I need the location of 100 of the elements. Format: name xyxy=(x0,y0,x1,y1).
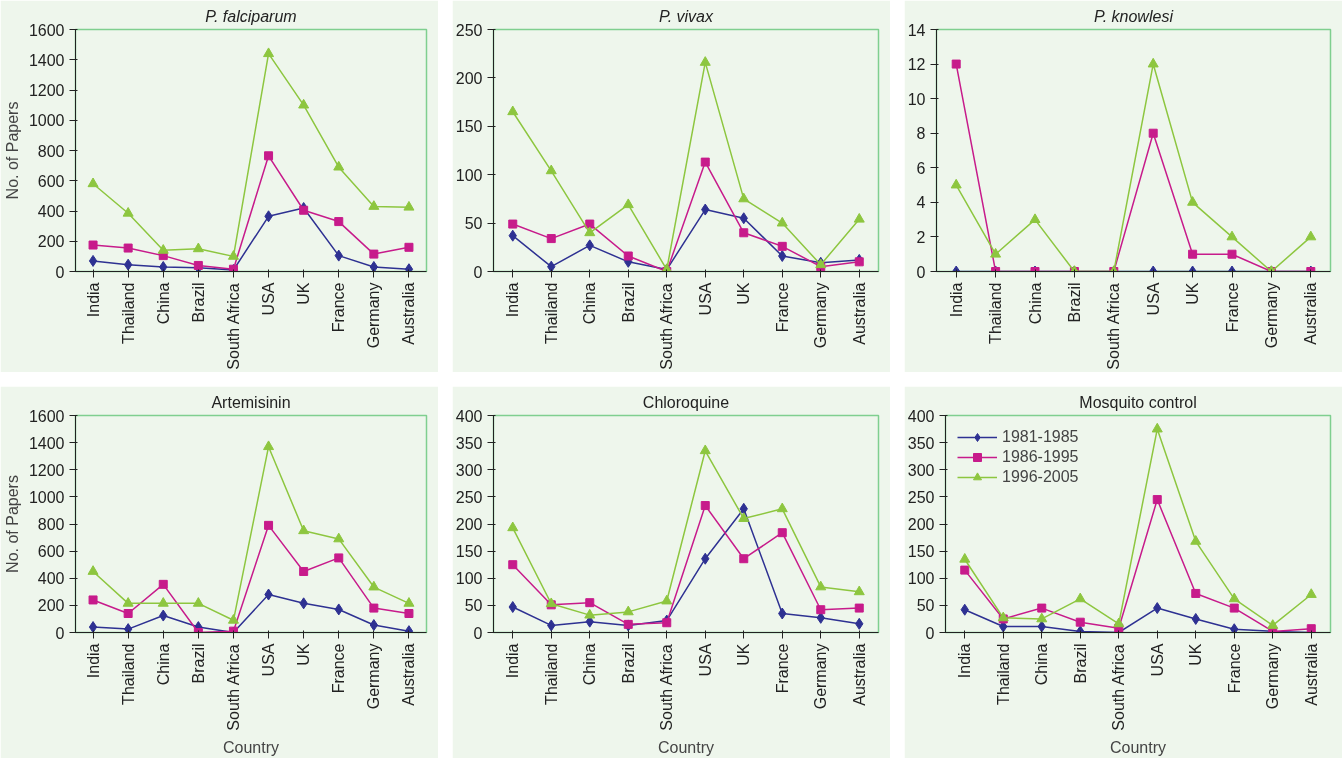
y-tick-label: 4 xyxy=(916,194,926,212)
x-tick-label: India xyxy=(956,643,974,679)
y-tick-label: 350 xyxy=(907,434,935,452)
y-tick-label: 1400 xyxy=(28,51,65,69)
x-axis-title: Country xyxy=(222,738,280,756)
y-tick-label: 100 xyxy=(455,570,483,588)
y-tick-label: 100 xyxy=(455,166,483,184)
x-tick-label: Germany xyxy=(365,643,383,710)
y-tick-label: 250 xyxy=(455,21,483,39)
y-tick-label: 600 xyxy=(37,172,65,190)
x-tick-label: Thailand xyxy=(542,282,560,344)
chart-title: P. knowlesi xyxy=(1094,7,1174,25)
x-tick-label: South Africa xyxy=(224,283,242,370)
x-tick-label: China xyxy=(1033,643,1051,686)
x-tick-label: Thailand xyxy=(542,643,560,705)
x-tick-label: India xyxy=(84,282,102,318)
y-tick-label: 12 xyxy=(907,56,926,74)
y-tick-label: 400 xyxy=(37,203,65,220)
x-tick-label: USA xyxy=(696,643,714,677)
chart-title: P. falciparum xyxy=(205,7,297,25)
x-tick-label: Australia xyxy=(850,282,868,345)
x-tick-label: France xyxy=(773,643,791,694)
x-tick-label: China xyxy=(581,643,599,686)
y-tick-label: 200 xyxy=(455,69,483,87)
x-tick-label: Thailand xyxy=(994,643,1012,705)
y-tick-label: 50 xyxy=(464,215,483,233)
x-tick-label: India xyxy=(504,643,522,679)
x-tick-label: Brazil xyxy=(619,643,637,684)
y-tick-label: 600 xyxy=(37,543,65,561)
x-tick-label: Australia xyxy=(1302,282,1320,345)
x-tick-label: UK xyxy=(735,282,753,305)
x-tick-label: France xyxy=(1225,643,1243,694)
y-tick-label: 400 xyxy=(455,407,483,425)
x-tick-label: Thailand xyxy=(119,643,137,705)
legend-label: 1986-1995 xyxy=(1002,448,1079,466)
y-tick-label: 250 xyxy=(907,488,935,506)
x-tick-label: South Africa xyxy=(658,644,676,731)
y-tick-label: 200 xyxy=(37,597,65,615)
x-tick-label: USA xyxy=(696,282,714,316)
x-tick-label: France xyxy=(1223,282,1241,333)
x-tick-label: USA xyxy=(1148,643,1166,677)
x-tick-label: South Africa xyxy=(1110,644,1128,731)
legend-label: 1996-2005 xyxy=(1002,468,1079,486)
y-axis-title: No. of Papers xyxy=(3,101,21,200)
x-tick-label: Germany xyxy=(812,282,830,349)
x-tick-label: UK xyxy=(1187,643,1205,666)
x-axis-title: Country xyxy=(1109,738,1167,756)
x-tick-label: China xyxy=(581,282,599,325)
y-tick-label: 1000 xyxy=(28,488,65,506)
y-tick-label: 100 xyxy=(907,570,935,588)
y-tick-label: 400 xyxy=(907,407,935,425)
y-tick-label: 250 xyxy=(455,488,483,506)
y-tick-label: 150 xyxy=(455,543,483,561)
x-tick-label: Germany xyxy=(1264,643,1282,710)
x-tick-label: UK xyxy=(1184,282,1202,305)
y-tick-label: 1200 xyxy=(28,82,65,99)
y-tick-label: 0 xyxy=(473,263,483,281)
y-tick-label: 1000 xyxy=(28,112,65,130)
x-tick-label: Germany xyxy=(1262,282,1280,349)
x-tick-label: India xyxy=(947,282,965,318)
y-tick-label: 150 xyxy=(455,118,483,136)
y-tick-label: 1400 xyxy=(28,434,65,452)
legend-label: 1981-1985 xyxy=(1002,428,1079,446)
chart-title: Chloroquine xyxy=(642,393,730,411)
y-tick-label: 6 xyxy=(916,159,926,177)
x-tick-label: South Africa xyxy=(658,283,676,370)
y-tick-label: 150 xyxy=(907,543,935,561)
chart-title: Artemisinin xyxy=(211,393,291,411)
x-tick-label: Brazil xyxy=(1071,643,1089,684)
x-tick-label: USA xyxy=(260,282,278,316)
y-axis-title: No. of Papers xyxy=(3,475,21,573)
x-tick-label: South Africa xyxy=(1105,283,1123,370)
x-tick-label: USA xyxy=(1144,282,1162,316)
y-tick-label: 14 xyxy=(907,21,926,39)
chart-title: Mosquito control xyxy=(1079,393,1197,411)
x-tick-label: USA xyxy=(260,643,278,677)
y-tick-label: 350 xyxy=(455,434,483,452)
x-tick-label: China xyxy=(154,643,172,686)
x-tick-label: Australia xyxy=(1302,643,1320,706)
x-tick-label: Brazil xyxy=(1065,282,1083,323)
x-tick-label: UK xyxy=(295,282,313,305)
x-axis-title: Country xyxy=(657,738,715,756)
y-tick-label: 400 xyxy=(37,570,65,588)
x-tick-label: Thailand xyxy=(987,282,1005,344)
x-tick-label: China xyxy=(1026,282,1044,325)
x-tick-label: France xyxy=(773,282,791,333)
y-tick-label: 1200 xyxy=(28,461,65,479)
x-tick-label: Australia xyxy=(400,282,418,345)
y-tick-label: 50 xyxy=(916,597,935,615)
y-tick-label: 0 xyxy=(473,624,483,642)
x-tick-label: Australia xyxy=(400,643,418,706)
x-tick-label: India xyxy=(84,643,102,679)
y-tick-label: 300 xyxy=(455,461,483,479)
x-tick-label: Thailand xyxy=(119,282,137,344)
y-tick-label: 200 xyxy=(37,233,65,251)
y-tick-label: 2 xyxy=(916,228,926,246)
y-tick-label: 200 xyxy=(907,516,935,533)
y-tick-label: 1600 xyxy=(28,407,65,425)
y-tick-label: 10 xyxy=(907,90,926,108)
x-tick-label: Australia xyxy=(850,643,868,706)
